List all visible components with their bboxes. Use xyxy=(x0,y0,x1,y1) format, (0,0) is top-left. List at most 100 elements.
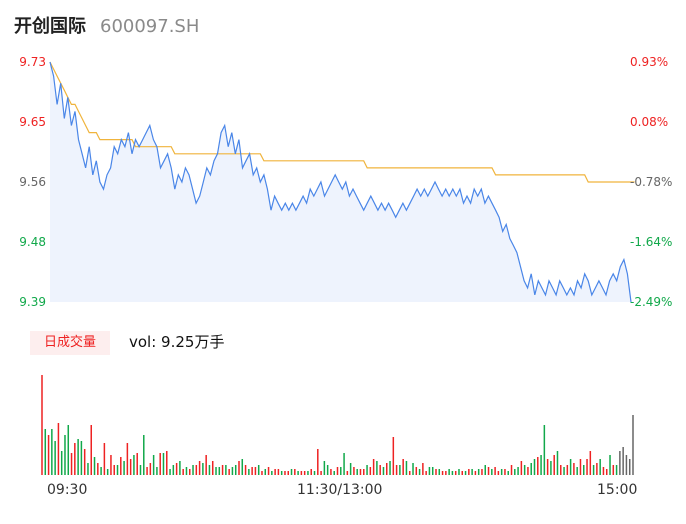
time-tick-close: 15:00 xyxy=(597,482,638,498)
volume-bar xyxy=(435,469,437,475)
volume-bar xyxy=(74,443,76,475)
volume-value: vol: 9.25万手 xyxy=(129,333,225,351)
volume-bar xyxy=(500,469,503,475)
volume-bar xyxy=(129,459,132,475)
volume-bar xyxy=(441,471,444,475)
volume-bar xyxy=(497,471,500,475)
volume-bar xyxy=(566,465,569,475)
volume-bar xyxy=(392,437,395,475)
volume-bar xyxy=(527,467,529,475)
price-tick-mid: 9.56 xyxy=(19,175,46,189)
volume-bar xyxy=(80,441,83,475)
stock-name: 开创国际 xyxy=(14,16,86,37)
volume-bar xyxy=(172,465,175,475)
volume-bar xyxy=(356,469,358,475)
volume-bar xyxy=(228,469,230,475)
volume-bar xyxy=(458,469,460,475)
volume-bar xyxy=(573,463,575,475)
volume-bar xyxy=(41,375,43,475)
volume-bar xyxy=(110,455,112,475)
volume-bar xyxy=(412,463,414,475)
volume-bar xyxy=(507,471,509,475)
volume-bar xyxy=(464,471,467,475)
volume-bar xyxy=(461,471,464,475)
price-tick-2: 9.65 xyxy=(19,115,46,129)
volume-bar xyxy=(408,471,411,475)
volume-bar xyxy=(97,463,99,475)
pct-tick-low: -2.49% xyxy=(630,295,673,309)
volume-bar xyxy=(451,471,454,475)
volume-bar xyxy=(605,469,608,475)
volume-bar xyxy=(300,471,303,475)
time-tick-midday: 11:30/13:00 xyxy=(297,482,383,498)
volume-bar xyxy=(225,465,227,475)
volume-bar xyxy=(425,471,427,475)
volume-bar xyxy=(143,435,145,475)
volume-bar xyxy=(280,471,283,475)
volume-bar xyxy=(619,451,621,475)
volume-bar xyxy=(517,467,519,475)
volume-bar xyxy=(221,465,224,475)
volume-bar xyxy=(54,441,56,475)
volume-bar xyxy=(47,435,50,475)
volume-bar xyxy=(615,465,618,475)
volume-bar xyxy=(484,465,486,475)
volume-bar xyxy=(560,465,562,475)
volume-bars xyxy=(41,375,634,475)
volume-bar xyxy=(67,425,70,475)
volume-bar xyxy=(523,465,526,475)
volume-bar xyxy=(399,465,401,475)
volume-bar xyxy=(589,451,592,475)
volume-bar xyxy=(169,469,171,475)
volume-bar xyxy=(349,463,352,475)
volume-bar xyxy=(550,461,552,475)
volume-bar xyxy=(336,467,339,475)
volume-bar xyxy=(632,415,634,475)
volume-bar xyxy=(297,471,299,475)
volume-bar xyxy=(402,459,404,475)
volume-bar xyxy=(576,467,578,475)
stock-header: 开创国际 600097.SH xyxy=(14,12,199,40)
volume-bar xyxy=(136,453,138,475)
volume-bar xyxy=(133,455,135,475)
volume-bar xyxy=(284,471,286,475)
volume-bar xyxy=(323,461,326,475)
volume-bar xyxy=(438,469,441,475)
volume-bar xyxy=(211,461,214,475)
volume-bar xyxy=(317,449,319,475)
volume-bar xyxy=(510,465,513,475)
volume-bar xyxy=(106,469,109,475)
volume-bar xyxy=(583,465,585,475)
volume-bar xyxy=(60,451,63,475)
volume-bar xyxy=(123,461,125,475)
volume-bar xyxy=(64,435,66,475)
volume-bar xyxy=(586,459,588,475)
volume-bar xyxy=(553,455,555,475)
volume-bar xyxy=(563,467,565,475)
volume-bar xyxy=(100,467,102,475)
volume-bar xyxy=(415,467,418,475)
volume-bar xyxy=(195,465,198,475)
volume-bar xyxy=(514,469,516,475)
volume-bar xyxy=(418,469,421,475)
volume-bar xyxy=(599,459,601,475)
volume-bar xyxy=(556,451,559,475)
volume-bar xyxy=(261,471,263,475)
volume-bar xyxy=(326,465,329,475)
volume-bar xyxy=(504,469,506,475)
volume-bar xyxy=(353,467,355,475)
volume-bar xyxy=(471,469,473,475)
volume-bar xyxy=(159,453,161,475)
daily-volume-tab[interactable]: 日成交量 xyxy=(30,331,110,355)
volume-bar xyxy=(596,463,598,475)
volume-bar xyxy=(382,467,385,475)
volume-bar xyxy=(491,469,493,475)
volume-bar xyxy=(569,459,572,475)
volume-bar xyxy=(445,471,447,475)
volume-bar xyxy=(369,467,372,475)
volume-bar xyxy=(116,465,119,475)
volume-bar xyxy=(422,463,424,475)
volume-bar xyxy=(307,471,309,475)
volume-bar xyxy=(609,455,611,475)
